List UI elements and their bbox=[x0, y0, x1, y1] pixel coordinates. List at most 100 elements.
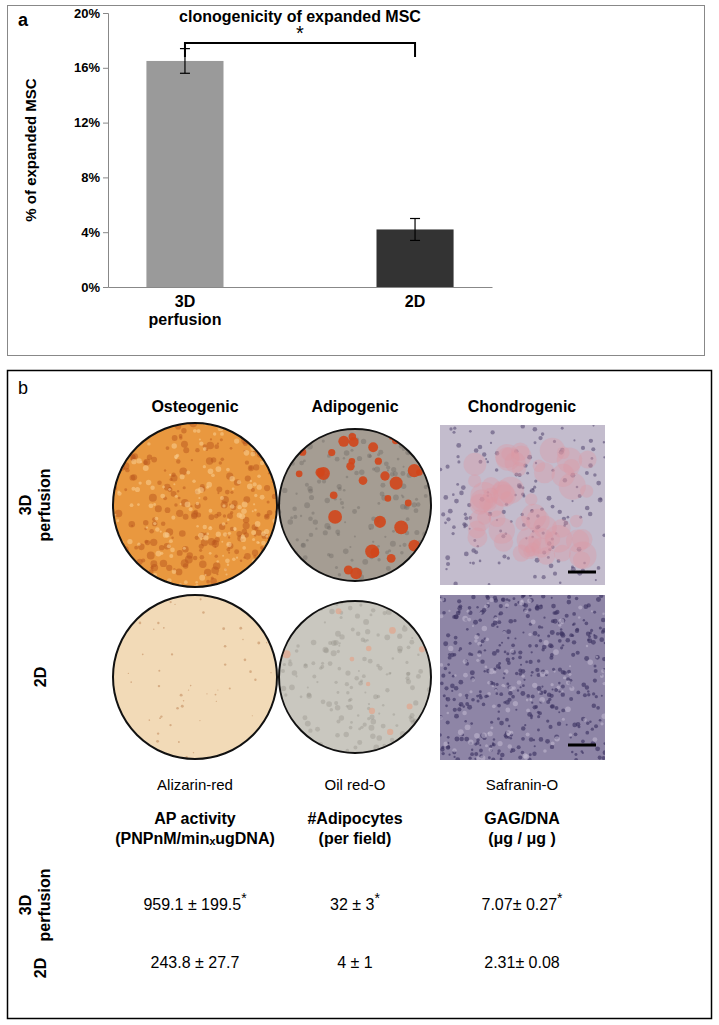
micrograph-texture bbox=[501, 684, 504, 687]
micrograph-texture bbox=[145, 427, 148, 430]
micrograph-texture bbox=[347, 704, 353, 710]
micrograph-texture bbox=[440, 747, 444, 751]
cell-value: 4 ± 1 bbox=[337, 954, 373, 971]
micrograph-texture bbox=[390, 541, 396, 547]
table-header: (μg / μg ) bbox=[488, 830, 556, 847]
micrograph-texture bbox=[549, 725, 553, 729]
micrograph-texture bbox=[410, 568, 413, 571]
micrograph-texture bbox=[533, 575, 537, 579]
micrograph-texture bbox=[551, 505, 555, 509]
micrograph-texture bbox=[459, 737, 463, 741]
micrograph-texture bbox=[242, 546, 246, 550]
micrograph-texture bbox=[309, 533, 313, 537]
micrograph-texture bbox=[567, 595, 571, 599]
micrograph-texture bbox=[411, 637, 413, 639]
micrograph-texture bbox=[418, 556, 431, 569]
micrograph-texture bbox=[335, 457, 340, 462]
micrograph-texture bbox=[352, 509, 357, 514]
micrograph-texture bbox=[489, 745, 492, 748]
micrograph-texture bbox=[594, 724, 598, 728]
cell-value: 2.31± 0.08 bbox=[484, 954, 560, 971]
micrograph-texture bbox=[152, 521, 157, 526]
micrograph-texture bbox=[135, 572, 140, 577]
micrograph-texture bbox=[513, 701, 518, 706]
y-tick-mark bbox=[103, 287, 108, 288]
micrograph-texture bbox=[440, 733, 442, 737]
micrograph-texture bbox=[217, 689, 218, 690]
micrograph-texture bbox=[227, 564, 229, 566]
micrograph-texture bbox=[255, 440, 259, 444]
micrograph-texture bbox=[480, 755, 485, 760]
micrograph-texture bbox=[454, 737, 459, 742]
micrograph-texture bbox=[575, 597, 579, 601]
micrograph-texture bbox=[266, 431, 269, 434]
micrograph-texture bbox=[358, 681, 363, 686]
micrograph-texture bbox=[390, 477, 403, 490]
micrograph-texture bbox=[528, 633, 532, 637]
micrograph-texture bbox=[388, 549, 391, 552]
micrograph-texture bbox=[422, 620, 425, 623]
micrograph-texture bbox=[211, 473, 215, 477]
micrograph-texture bbox=[204, 569, 211, 576]
micrograph-texture bbox=[328, 449, 335, 456]
micrograph-texture bbox=[445, 705, 448, 708]
micrograph-texture bbox=[530, 490, 532, 492]
table-cell: 2.31± 0.08 bbox=[484, 954, 560, 971]
micrograph-texture bbox=[169, 487, 172, 490]
micrograph-texture bbox=[589, 632, 592, 635]
micrograph-texture bbox=[142, 653, 144, 655]
micrograph-texture bbox=[144, 540, 148, 544]
micrograph-texture bbox=[338, 667, 342, 671]
micrograph-texture bbox=[423, 464, 427, 468]
micrograph-texture bbox=[169, 554, 173, 558]
micrograph-texture bbox=[224, 663, 226, 665]
micrograph-texture bbox=[590, 629, 593, 632]
micrograph-texture bbox=[149, 529, 154, 534]
micrograph-texture bbox=[511, 442, 529, 460]
micrograph-texture bbox=[593, 679, 597, 683]
micrograph-texture bbox=[569, 686, 574, 691]
micrograph-texture bbox=[311, 571, 314, 574]
micrograph-texture bbox=[409, 572, 415, 578]
micrograph-texture bbox=[472, 561, 475, 564]
micrograph-texture bbox=[354, 676, 359, 681]
micrograph-texture bbox=[477, 700, 480, 703]
micrograph-texture bbox=[344, 521, 346, 523]
micrograph-texture bbox=[498, 562, 501, 565]
micrograph-texture bbox=[508, 599, 510, 601]
cell-value: 32 ± 3 bbox=[330, 896, 374, 913]
micrograph-texture bbox=[160, 560, 167, 567]
micrograph-texture bbox=[468, 606, 472, 610]
micrograph-texture bbox=[125, 468, 129, 472]
micrograph-texture bbox=[440, 682, 444, 686]
micrograph-texture bbox=[166, 446, 170, 450]
micrograph-texture bbox=[454, 714, 459, 719]
micrograph-texture bbox=[480, 659, 484, 663]
micrograph-texture bbox=[211, 457, 216, 462]
micrograph-texture bbox=[500, 758, 503, 760]
micrograph-texture bbox=[306, 693, 312, 699]
y-tick-label: 12% bbox=[74, 115, 100, 130]
y-tick: 8% bbox=[81, 170, 108, 185]
micrograph-texture bbox=[578, 605, 582, 609]
micrograph-texture bbox=[153, 629, 154, 630]
micrograph-texture bbox=[307, 601, 310, 604]
micrograph-texture bbox=[350, 686, 353, 689]
micrograph-texture bbox=[443, 742, 448, 747]
micrograph-texture bbox=[124, 488, 127, 491]
micrograph-texture bbox=[329, 554, 334, 559]
micrograph-texture bbox=[180, 474, 185, 479]
micrograph-texture bbox=[490, 726, 493, 729]
micrograph-texture bbox=[199, 560, 206, 567]
micrograph-texture bbox=[371, 719, 377, 725]
micrograph-texture bbox=[255, 425, 260, 430]
micrograph-texture bbox=[301, 543, 306, 548]
micrograph-texture bbox=[602, 657, 605, 661]
micrograph-texture bbox=[496, 664, 501, 669]
micrograph-texture bbox=[472, 625, 474, 627]
micrograph-texture bbox=[271, 439, 275, 443]
micrograph-texture bbox=[214, 546, 216, 548]
micrograph-texture bbox=[526, 699, 529, 702]
micrograph-texture bbox=[325, 498, 330, 503]
panel-frame bbox=[8, 371, 712, 1019]
